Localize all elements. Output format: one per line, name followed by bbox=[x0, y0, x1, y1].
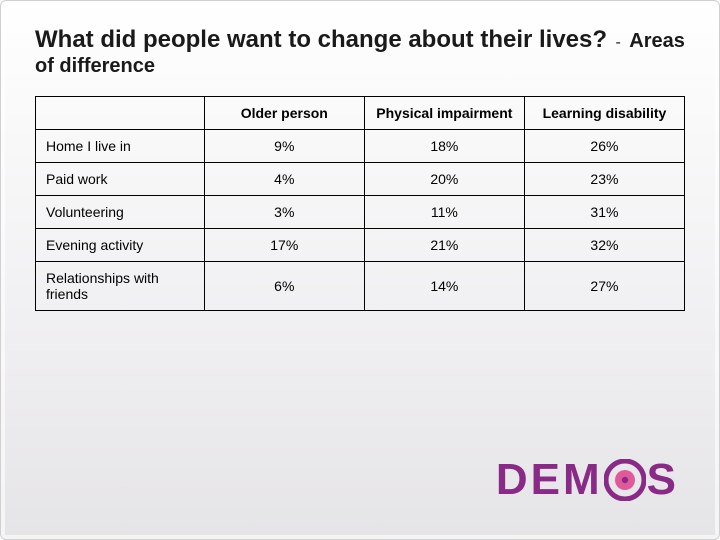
row-label: Home I live in bbox=[36, 130, 205, 163]
table-header-row: Older person Physical impairment Learnin… bbox=[36, 97, 685, 130]
table-row: Paid work 4% 20% 23% bbox=[36, 163, 685, 196]
cell-value: 6% bbox=[204, 262, 364, 311]
cell-value: 31% bbox=[524, 196, 684, 229]
slide-container: What did people want to change about the… bbox=[0, 0, 720, 540]
cell-value: 26% bbox=[524, 130, 684, 163]
cell-value: 17% bbox=[204, 229, 364, 262]
cell-value: 3% bbox=[204, 196, 364, 229]
data-table: Older person Physical impairment Learnin… bbox=[35, 96, 685, 311]
demos-logo: DEM S bbox=[496, 453, 679, 507]
row-label: Relationships with friends bbox=[36, 262, 205, 311]
table-row: Volunteering 3% 11% 31% bbox=[36, 196, 685, 229]
logo-eye-icon bbox=[604, 459, 646, 501]
table-header: Physical impairment bbox=[364, 97, 524, 130]
table-header: Older person bbox=[204, 97, 364, 130]
cell-value: 23% bbox=[524, 163, 684, 196]
row-label: Evening activity bbox=[36, 229, 205, 262]
row-label: Paid work bbox=[36, 163, 205, 196]
cell-value: 14% bbox=[364, 262, 524, 311]
table-header: Learning disability bbox=[524, 97, 684, 130]
cell-value: 9% bbox=[204, 130, 364, 163]
logo-text-part2: S bbox=[647, 455, 679, 505]
cell-value: 27% bbox=[524, 262, 684, 311]
cell-value: 21% bbox=[364, 229, 524, 262]
logo-text: DEM S bbox=[496, 455, 679, 505]
title-separator: - bbox=[612, 34, 625, 51]
cell-value: 20% bbox=[364, 163, 524, 196]
cell-value: 11% bbox=[364, 196, 524, 229]
title-main: What did people want to change about the… bbox=[35, 26, 607, 53]
logo-text-part1: DEM bbox=[496, 455, 603, 505]
table-row: Home I live in 9% 18% 26% bbox=[36, 130, 685, 163]
cell-value: 18% bbox=[364, 130, 524, 163]
slide-title: What did people want to change about the… bbox=[35, 25, 685, 78]
table-row: Evening activity 17% 21% 32% bbox=[36, 229, 685, 262]
row-label: Volunteering bbox=[36, 196, 205, 229]
cell-value: 32% bbox=[524, 229, 684, 262]
table-header-blank bbox=[36, 97, 205, 130]
cell-value: 4% bbox=[204, 163, 364, 196]
table-row: Relationships with friends 6% 14% 27% bbox=[36, 262, 685, 311]
